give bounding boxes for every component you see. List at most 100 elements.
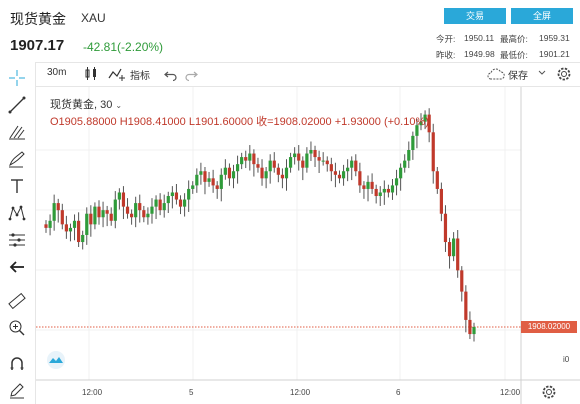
candle-body bbox=[105, 210, 109, 214]
candle-body bbox=[101, 210, 105, 218]
candle-body bbox=[154, 199, 158, 207]
candle-body bbox=[203, 171, 207, 182]
trend-line-icon[interactable] bbox=[7, 95, 27, 115]
candle-body bbox=[452, 238, 456, 257]
fullscreen-button[interactable]: 全屏 bbox=[511, 8, 573, 24]
candle-body bbox=[313, 150, 317, 158]
instrument-title: 现货黄金 bbox=[10, 11, 66, 27]
lock-pencil-icon[interactable] bbox=[7, 380, 27, 400]
open-value: 1950.11 bbox=[464, 33, 495, 43]
axis-scale-label[interactable]: i0 bbox=[563, 355, 570, 364]
last-price: 1907.17 bbox=[10, 37, 65, 54]
chart-legend-ohlc: O1905.88000 H1908.41000 L1901.60000 收=19… bbox=[50, 116, 429, 128]
candle-body bbox=[85, 213, 89, 235]
chevron-down-icon[interactable] bbox=[538, 67, 546, 82]
prev-close-value: 1949.98 bbox=[464, 49, 495, 59]
candle-body bbox=[134, 203, 138, 218]
candle-body bbox=[252, 153, 256, 165]
candle-body bbox=[346, 167, 350, 172]
pattern-icon[interactable] bbox=[7, 203, 27, 223]
redo-icon[interactable] bbox=[184, 66, 198, 85]
fib-icon[interactable] bbox=[7, 122, 27, 142]
candle-body bbox=[423, 114, 427, 122]
candle-body bbox=[178, 199, 183, 207]
candle-body bbox=[68, 227, 73, 232]
chart-legend-title: 现货黄金, 30 ⌄ bbox=[50, 96, 122, 112]
candle-body bbox=[435, 171, 439, 189]
candle-body bbox=[419, 121, 423, 126]
candle-body bbox=[60, 210, 64, 225]
save-button[interactable]: 保存 bbox=[508, 71, 528, 82]
candle-body bbox=[272, 160, 276, 168]
quote-header: 现货黄金 XAU 1907.17 -42.81(-2.20%) 交易 全屏 今开… bbox=[0, 0, 580, 62]
candle-body bbox=[456, 238, 460, 271]
cloud-icon[interactable] bbox=[487, 66, 505, 85]
candle-body bbox=[386, 188, 390, 193]
candle-body bbox=[403, 160, 407, 168]
candle-body bbox=[150, 206, 154, 214]
text-icon[interactable] bbox=[7, 176, 27, 196]
candle-body bbox=[464, 291, 468, 320]
indicators-button[interactable]: 指标 bbox=[130, 71, 150, 82]
candle-body bbox=[207, 178, 211, 182]
candle-body bbox=[350, 160, 354, 168]
settings-icon[interactable] bbox=[556, 65, 572, 86]
candle-body bbox=[52, 203, 56, 221]
candle-body bbox=[293, 153, 297, 158]
candle-body bbox=[443, 213, 448, 243]
x-tick-label: 6 bbox=[396, 388, 401, 397]
candle-body bbox=[370, 181, 374, 189]
brush-icon[interactable] bbox=[7, 149, 27, 169]
zoom-in-icon[interactable] bbox=[7, 318, 27, 338]
candle-body bbox=[415, 125, 419, 136]
candle-body bbox=[215, 185, 219, 189]
legend-title-text: 现货黄金, 30 bbox=[50, 99, 113, 111]
candle-body bbox=[341, 171, 346, 179]
instrument-symbol: XAU bbox=[81, 11, 106, 25]
candle-body bbox=[48, 220, 52, 228]
candle-body bbox=[325, 160, 329, 165]
candle-body bbox=[166, 196, 170, 204]
undo-icon[interactable] bbox=[164, 66, 178, 85]
candle-body bbox=[235, 164, 240, 172]
candle-body bbox=[146, 213, 150, 218]
open-label: 今开: bbox=[436, 34, 456, 44]
measure-icon[interactable] bbox=[7, 230, 27, 250]
candle-body bbox=[297, 153, 301, 161]
candle-body bbox=[109, 213, 113, 221]
crosshair-icon[interactable] bbox=[7, 68, 27, 88]
chevron-down-icon[interactable]: ⌄ bbox=[115, 101, 123, 110]
candle-body bbox=[394, 178, 399, 186]
candle-body bbox=[439, 188, 443, 214]
candle-body bbox=[309, 150, 313, 154]
candle-body bbox=[288, 157, 293, 168]
candle-body bbox=[399, 167, 403, 179]
chart-logo-icon bbox=[47, 351, 65, 369]
candle-body bbox=[321, 160, 325, 162]
candle-body bbox=[93, 206, 97, 225]
candle-body bbox=[248, 153, 252, 161]
candle-body bbox=[447, 242, 452, 257]
candle-body bbox=[72, 220, 77, 228]
candles-icon[interactable] bbox=[84, 66, 98, 85]
high-value: 1959.31 bbox=[539, 33, 570, 43]
candle-body bbox=[378, 192, 382, 197]
chart-toolbar: 30m 指标 保存 bbox=[0, 62, 580, 87]
candle-body bbox=[472, 327, 476, 335]
candle-body bbox=[142, 210, 146, 218]
ruler-icon[interactable] bbox=[7, 291, 27, 311]
candle-body bbox=[77, 220, 81, 243]
interval-selector[interactable]: 30m bbox=[47, 67, 67, 78]
candle-body bbox=[117, 192, 121, 200]
magnet-icon[interactable] bbox=[7, 354, 27, 374]
candle-body bbox=[223, 167, 227, 175]
indicator-icon[interactable] bbox=[108, 66, 126, 85]
candle-body bbox=[64, 224, 68, 232]
trade-button[interactable]: 交易 bbox=[444, 8, 506, 24]
candle-body bbox=[264, 171, 268, 179]
back-arrow-icon[interactable] bbox=[7, 257, 27, 277]
low-value: 1901.21 bbox=[539, 49, 570, 59]
x-tick-label: 12:00 bbox=[500, 388, 521, 397]
candle-body bbox=[113, 199, 117, 221]
